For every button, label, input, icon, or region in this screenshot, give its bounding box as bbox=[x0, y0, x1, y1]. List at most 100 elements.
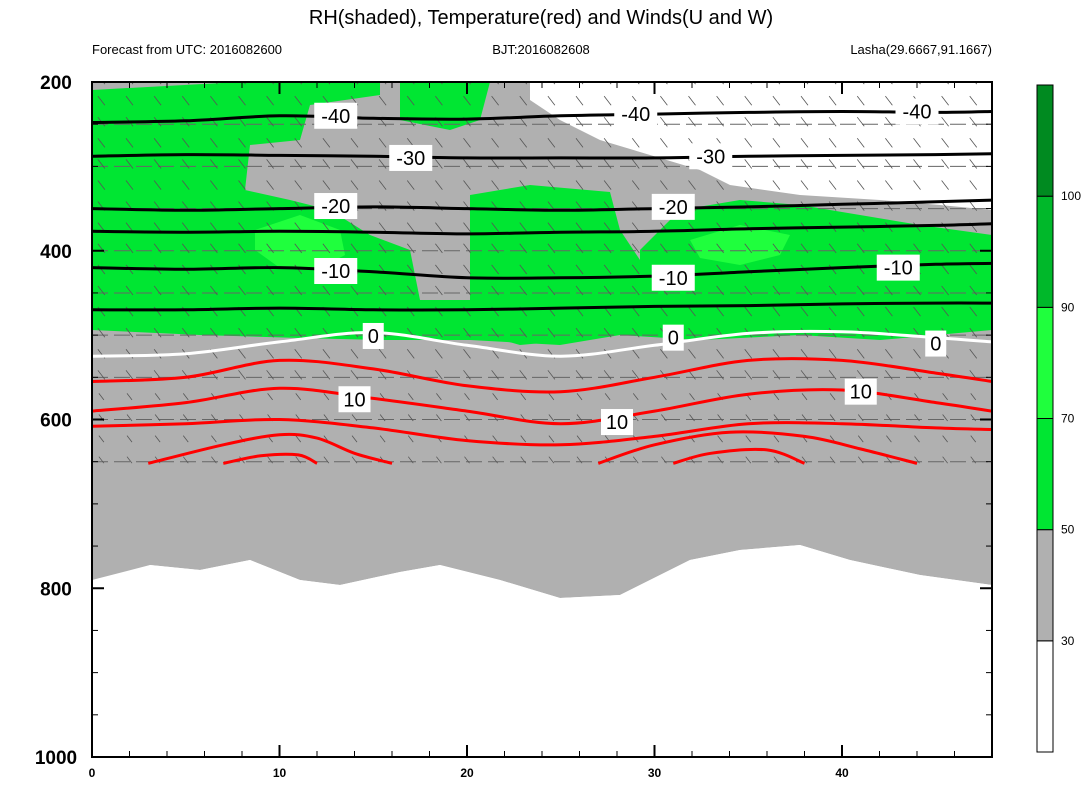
wind-marker bbox=[745, 456, 752, 464]
wind-marker bbox=[210, 285, 218, 296]
contour-label-text: -10 bbox=[884, 258, 913, 280]
wind-marker bbox=[941, 116, 949, 127]
contour-label-box bbox=[844, 378, 877, 405]
contour-label-box bbox=[895, 98, 939, 125]
wind-marker bbox=[828, 306, 837, 317]
wind-marker bbox=[435, 243, 443, 254]
wind-marker bbox=[969, 243, 978, 254]
wind-marker bbox=[181, 243, 190, 254]
contour-label-text: -40 bbox=[903, 102, 932, 124]
wind-marker bbox=[238, 348, 246, 359]
wind-marker bbox=[435, 138, 443, 148]
wind-marker bbox=[829, 456, 836, 464]
wind-marker bbox=[547, 95, 556, 106]
wind-marker bbox=[772, 180, 781, 190]
wind-marker bbox=[829, 393, 836, 401]
wind-marker bbox=[603, 327, 612, 338]
temperature-contour bbox=[92, 357, 992, 394]
wind-marker bbox=[351, 435, 358, 443]
wind-marker bbox=[800, 370, 809, 380]
wind-marker bbox=[828, 95, 837, 106]
contour-label-text: -30 bbox=[696, 146, 725, 168]
temperature-contour bbox=[92, 417, 992, 447]
contour-label-text: -20 bbox=[321, 196, 350, 218]
wind-marker bbox=[603, 285, 612, 296]
wind-marker bbox=[716, 348, 724, 359]
wind-marker bbox=[350, 348, 359, 359]
wind-marker bbox=[942, 393, 948, 401]
colorbar-label: 70 bbox=[1061, 412, 1075, 426]
wind-marker bbox=[294, 243, 303, 254]
wind-marker bbox=[463, 180, 471, 190]
wind-marker bbox=[914, 456, 920, 464]
wind-marker bbox=[773, 414, 780, 422]
wind-marker bbox=[913, 306, 921, 317]
wind-marker bbox=[717, 435, 723, 443]
wind-marker bbox=[969, 348, 978, 359]
wind-marker bbox=[941, 264, 949, 275]
wind-marker bbox=[350, 222, 359, 233]
wind-marker bbox=[153, 285, 162, 296]
wind-marker bbox=[182, 456, 189, 464]
contour-label-box bbox=[689, 143, 733, 170]
wind-marker bbox=[828, 348, 837, 359]
wind-marker bbox=[856, 138, 865, 148]
wind-marker bbox=[886, 435, 892, 443]
wind-marker bbox=[575, 222, 584, 233]
wind-marker bbox=[576, 456, 583, 464]
wind-marker bbox=[856, 159, 865, 169]
wind-marker bbox=[154, 393, 161, 401]
wind-marker bbox=[773, 393, 780, 401]
wind-marker bbox=[800, 180, 809, 190]
wind-marker bbox=[350, 159, 359, 169]
wind-marker bbox=[519, 95, 528, 106]
wind-marker bbox=[463, 370, 471, 380]
contour-label-box bbox=[601, 409, 633, 436]
rh-white-lower-region bbox=[92, 545, 992, 652]
contour-label-box bbox=[314, 102, 358, 129]
colorbar-label: 50 bbox=[1061, 523, 1075, 537]
wind-marker bbox=[688, 243, 696, 254]
wind-marker bbox=[435, 180, 443, 190]
wind-marker bbox=[575, 180, 584, 190]
wind-marker bbox=[856, 348, 865, 359]
wind-marker bbox=[125, 159, 134, 169]
wind-marker bbox=[267, 456, 273, 464]
wind-marker bbox=[153, 95, 162, 106]
wind-marker bbox=[745, 435, 752, 443]
wind-marker bbox=[406, 180, 415, 190]
contour-label: -20 bbox=[314, 193, 358, 220]
wind-marker bbox=[575, 138, 584, 148]
y-tick-label: 1000 bbox=[35, 748, 77, 769]
wind-marker bbox=[322, 370, 331, 380]
wind-marker bbox=[969, 180, 978, 190]
wind-marker bbox=[350, 180, 359, 190]
wind-marker bbox=[182, 393, 189, 401]
wind-marker bbox=[154, 414, 161, 422]
wind-marker bbox=[520, 435, 527, 443]
wind-marker bbox=[210, 243, 218, 254]
wind-marker bbox=[295, 456, 302, 464]
wind-marker bbox=[661, 456, 667, 464]
wind-marker bbox=[660, 180, 668, 190]
rh-bright-green-core-1 bbox=[255, 215, 345, 268]
wind-marker bbox=[98, 393, 105, 401]
wind-marker bbox=[856, 370, 865, 380]
wind-marker bbox=[98, 435, 105, 443]
wind-marker bbox=[294, 138, 303, 148]
contour-label-box bbox=[925, 330, 947, 357]
wind-marker bbox=[379, 435, 386, 443]
wind-marker bbox=[435, 348, 443, 359]
wind-marker bbox=[631, 159, 640, 169]
wind-marker bbox=[266, 370, 274, 380]
wind-marker bbox=[772, 159, 781, 169]
wind-marker bbox=[575, 159, 584, 169]
wind-marker bbox=[828, 180, 837, 190]
wind-marker bbox=[294, 180, 303, 190]
wind-marker bbox=[294, 159, 303, 169]
contour-label-box bbox=[651, 193, 695, 220]
contour-label: -20 bbox=[651, 193, 695, 220]
wind-marker bbox=[660, 138, 668, 148]
contour-label: 0 bbox=[925, 330, 947, 357]
wind-marker bbox=[463, 348, 471, 359]
